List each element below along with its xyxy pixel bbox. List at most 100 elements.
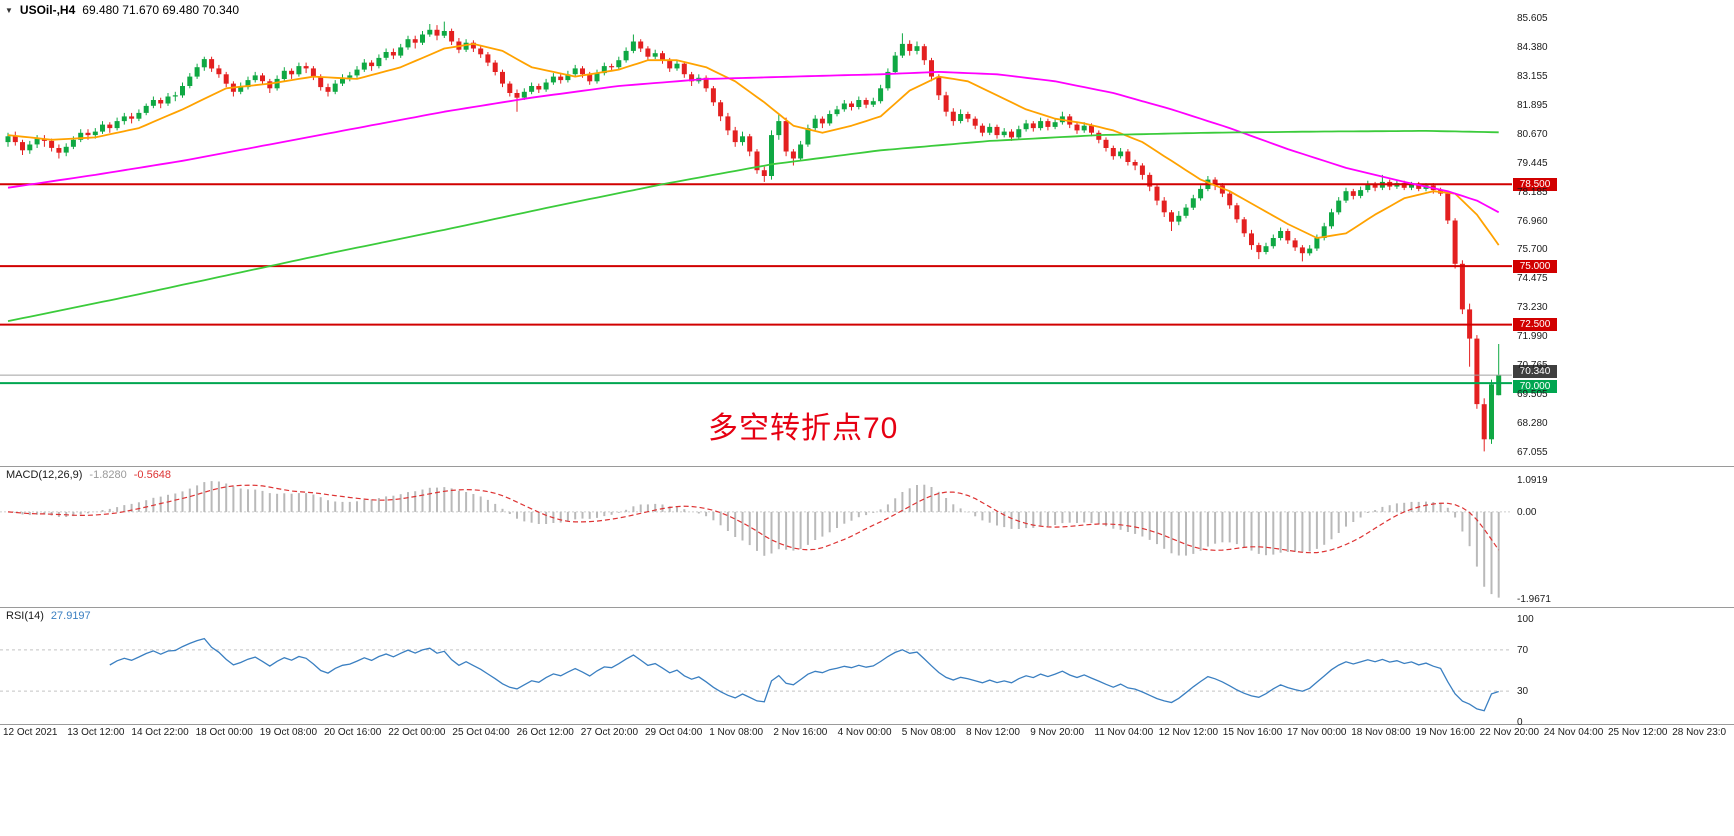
candle — [34, 138, 40, 145]
candle — [1030, 123, 1036, 129]
candle — [492, 62, 498, 72]
candle — [1089, 125, 1094, 133]
time-axis-label: 18 Oct 00:00 — [195, 727, 253, 738]
candle — [332, 83, 338, 92]
candle — [1481, 404, 1487, 440]
time-axis-label: 2 Nov 16:00 — [773, 727, 828, 738]
candle — [296, 66, 302, 75]
candle — [1314, 238, 1320, 249]
candle — [289, 70, 295, 75]
candle — [187, 76, 193, 86]
candle — [347, 75, 353, 78]
candle — [1321, 226, 1327, 238]
candle — [1139, 165, 1145, 175]
candle — [914, 46, 920, 51]
candle — [441, 31, 447, 36]
candle — [478, 48, 484, 55]
candle — [972, 118, 978, 126]
candle — [1147, 174, 1153, 187]
time-axis-label: 4 Nov 00:00 — [837, 727, 892, 738]
rsi-axis-label: 100 — [1517, 614, 1534, 625]
candle — [1496, 375, 1502, 396]
annotation-text[interactable]: 多空转折点70 — [708, 412, 899, 445]
candle — [340, 77, 345, 84]
time-axis-label: 12 Oct 2021 — [3, 727, 58, 738]
candle — [907, 43, 913, 51]
rsi-value: 27.9197 — [50, 610, 91, 622]
symbol-dropdown-icon[interactable]: ▼ — [5, 5, 13, 15]
rsi-indicator-label: RSI(14) 27.9197 — [6, 610, 91, 622]
candle — [274, 78, 280, 89]
macd-axis-label: 0.00 — [1517, 506, 1537, 518]
candle — [521, 91, 527, 98]
time-axis-label: 25 Nov 12:00 — [1608, 727, 1668, 738]
candle — [623, 50, 629, 61]
candle — [798, 144, 804, 159]
candle — [310, 68, 316, 77]
time-axis-label: 12 Nov 12:00 — [1158, 727, 1219, 738]
price-line-badge: 70.340 — [1513, 365, 1557, 379]
candle — [49, 140, 55, 148]
candle — [958, 114, 964, 121]
candle — [1183, 207, 1189, 216]
candle — [1459, 263, 1465, 310]
time-axis-label: 9 Nov 20:00 — [1030, 727, 1085, 738]
candle — [594, 73, 600, 82]
candle — [1372, 184, 1378, 188]
price-axis-label: 73.230 — [1517, 302, 1548, 314]
candles-series — [5, 21, 1502, 452]
candle — [587, 74, 593, 82]
candle — [12, 136, 18, 143]
time-axis-label: 29 Oct 04:00 — [645, 727, 703, 738]
price-axis-label: 79.445 — [1517, 157, 1548, 169]
candle — [819, 118, 825, 124]
candle — [325, 87, 331, 92]
candle — [878, 88, 884, 102]
candle — [1292, 240, 1298, 248]
candle — [863, 100, 869, 105]
candle — [405, 39, 411, 48]
time-axis-label: 19 Oct 08:00 — [259, 727, 318, 738]
candle — [216, 68, 222, 75]
price-axis-label: 71.990 — [1517, 331, 1548, 343]
candle — [56, 148, 62, 153]
candle — [1132, 162, 1138, 166]
candle — [85, 132, 91, 136]
candle — [1358, 190, 1364, 196]
candle — [1081, 125, 1087, 131]
candle — [1016, 129, 1022, 138]
price-axis-label: 84.380 — [1517, 41, 1548, 53]
rsi-line — [109, 637, 1499, 712]
candle — [507, 83, 513, 93]
candle — [434, 29, 440, 36]
rsi-name: RSI(14) — [6, 610, 44, 622]
candle — [536, 86, 542, 90]
chart-symbol-timeframe: USOil-,H4 — [19, 3, 76, 17]
candle — [27, 144, 33, 151]
candle — [1489, 384, 1494, 440]
candle — [1343, 191, 1349, 201]
candle — [681, 63, 687, 75]
time-axis-label: 11 Nov 04:00 — [1094, 727, 1154, 738]
candle — [383, 52, 389, 58]
time-axis-label: 1 Nov 08:00 — [709, 727, 764, 738]
price-line-badge: 78.500 — [1513, 177, 1557, 191]
candle — [899, 43, 905, 56]
candle — [1336, 200, 1342, 213]
candle — [1263, 246, 1269, 252]
candle — [1161, 200, 1167, 213]
candle — [500, 71, 505, 84]
ma-mid-line — [7, 71, 1500, 214]
candle — [412, 39, 418, 43]
candle — [376, 57, 382, 67]
candle — [1416, 184, 1422, 189]
candle — [725, 116, 731, 131]
candle — [245, 80, 251, 88]
candle — [965, 114, 971, 119]
ma-slow-line — [7, 130, 1499, 322]
candle — [1227, 193, 1233, 206]
candle — [754, 151, 760, 171]
price-axis-label: 70.765 — [1517, 360, 1548, 372]
candle — [470, 42, 476, 49]
